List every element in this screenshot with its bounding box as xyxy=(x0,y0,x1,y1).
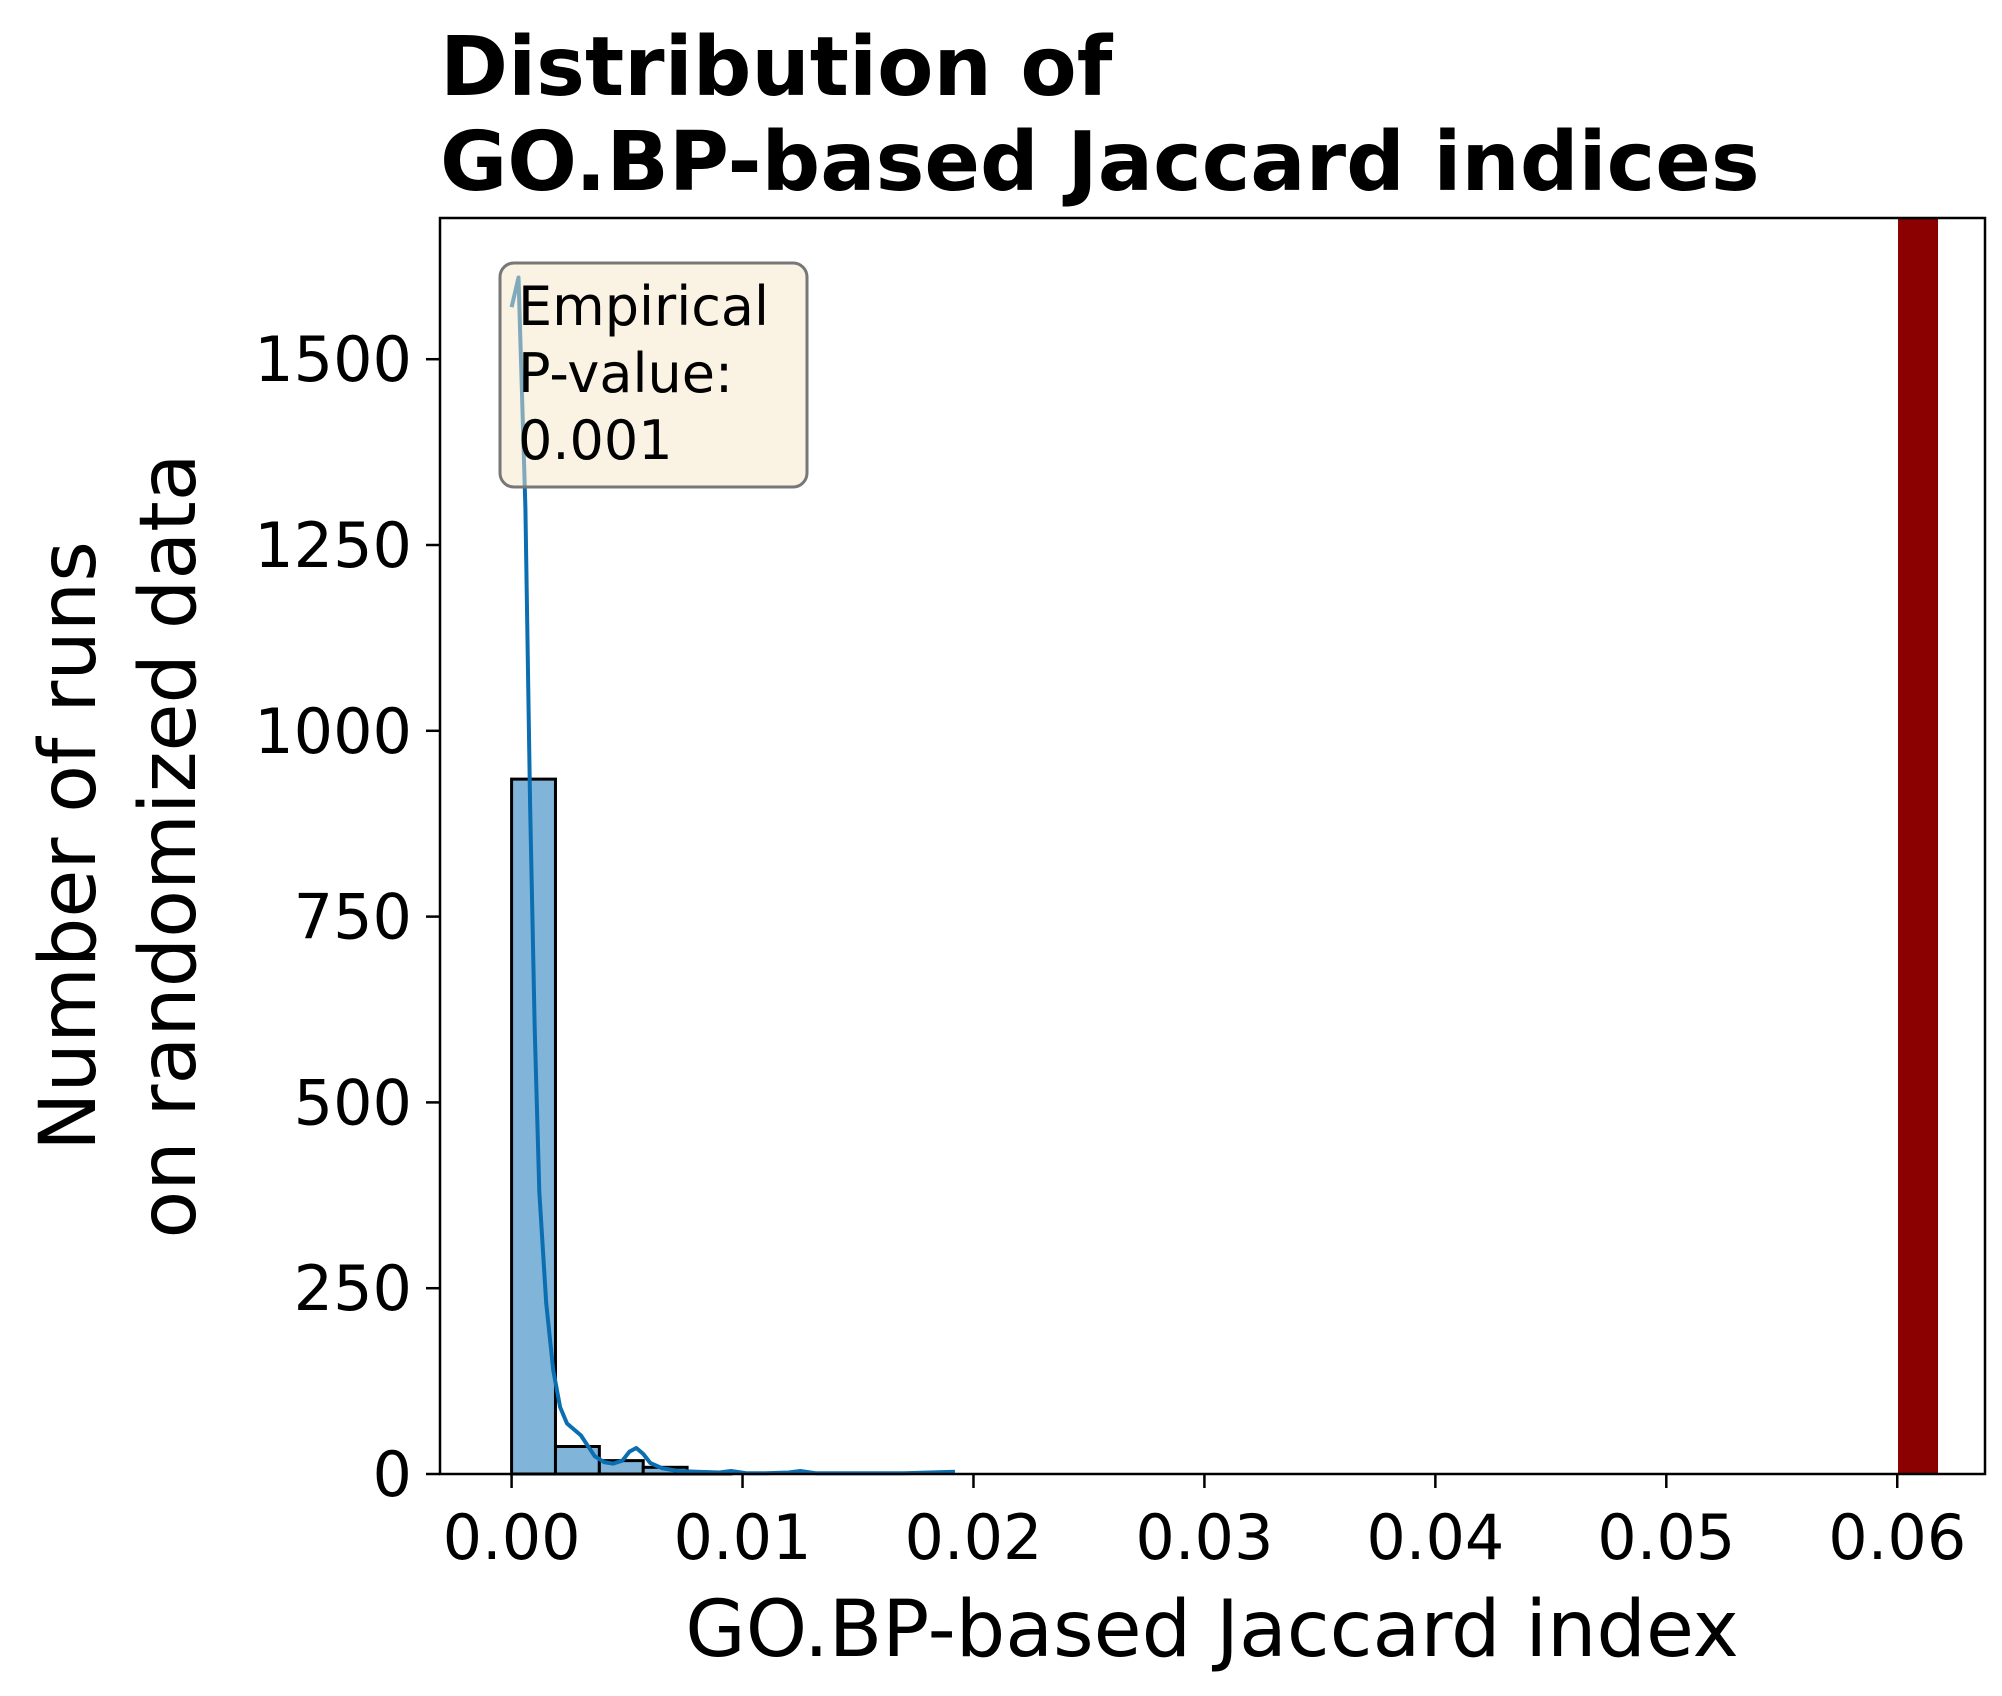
annotation-line-3: 0.001 xyxy=(518,409,673,472)
x-axis-label: GO.BP-based Jaccard index xyxy=(685,1585,1738,1675)
chart-title-line-1: Distribution of xyxy=(440,20,1114,115)
p-value-annotation: Empirical P-value: 0.001 xyxy=(498,261,809,489)
y-axis-label-line-1: Number of runs xyxy=(24,541,114,1151)
y-tick-label: 0 xyxy=(373,1438,412,1511)
x-tick-label: 0.05 xyxy=(1597,1501,1735,1574)
y-tick-label: 1000 xyxy=(254,695,412,768)
y-tick-label: 750 xyxy=(294,881,412,954)
x-tick-label: 0.04 xyxy=(1366,1501,1504,1574)
x-tick-label: 0.03 xyxy=(1135,1501,1273,1574)
y-axis-label: Number of runs on randomized data xyxy=(24,453,214,1238)
annotation-line-2: P-value: xyxy=(518,342,733,405)
y-tick-label: 250 xyxy=(294,1252,412,1325)
x-tick-label: 0.01 xyxy=(674,1501,812,1574)
x-tick-label: 0.02 xyxy=(904,1501,1042,1574)
annotation-line-1: Empirical xyxy=(518,275,769,338)
x-tick-label: 0.06 xyxy=(1828,1501,1966,1574)
x-tick-label: 0.00 xyxy=(443,1501,581,1574)
y-tick-label: 1250 xyxy=(254,509,412,582)
chart-title-line-2: GO.BP-based Jaccard indices xyxy=(440,115,1760,210)
y-tick-label: 1500 xyxy=(254,323,412,396)
plot-frame xyxy=(438,216,1987,1476)
y-axis-ticks: 0 250 500 750 1000 1250 1500 xyxy=(254,323,440,1511)
y-axis-label-line-2: on randomized data xyxy=(124,453,214,1238)
x-axis-ticks: 0.00 0.01 0.02 0.03 0.04 0.05 0.06 xyxy=(443,1474,1966,1574)
annotation-box xyxy=(498,261,809,489)
y-tick-label: 500 xyxy=(294,1066,412,1139)
